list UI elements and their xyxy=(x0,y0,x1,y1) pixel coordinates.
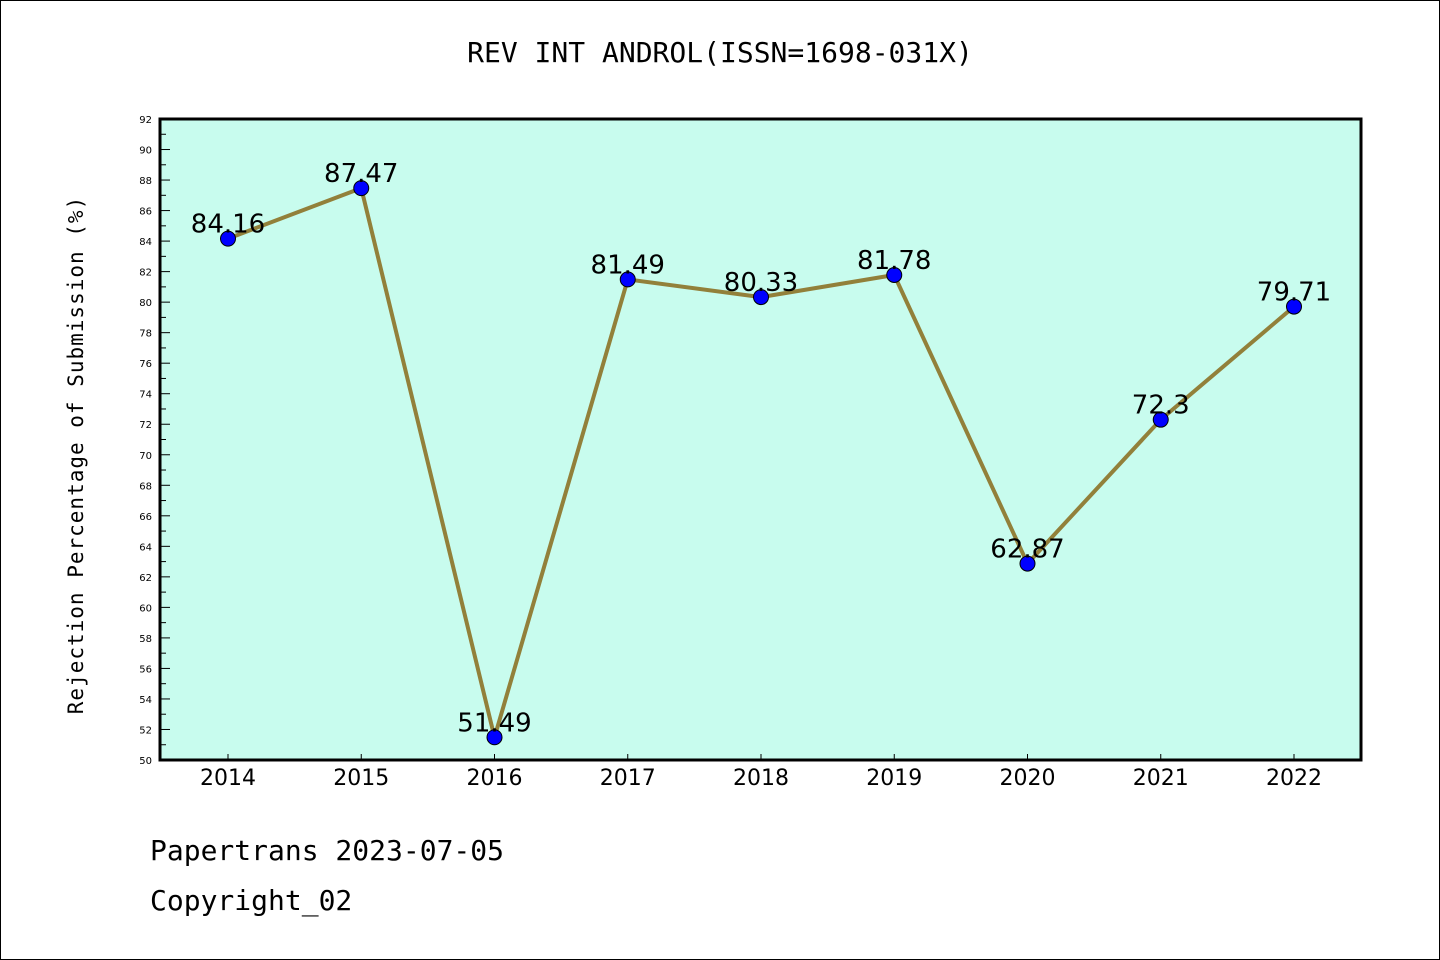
data-label: 51.49 xyxy=(457,708,531,738)
x-tick-label: 2015 xyxy=(333,766,389,791)
data-label: 81.49 xyxy=(591,250,665,280)
data-label: 80.33 xyxy=(724,268,798,298)
y-tick-label: 82 xyxy=(139,268,152,279)
chart-title: REV INT ANDROL(ISSN=1698-031X) xyxy=(467,36,973,69)
data-point xyxy=(619,271,636,288)
data-point xyxy=(886,266,903,283)
data-point xyxy=(1152,411,1169,428)
x-tick-label: 2022 xyxy=(1266,766,1322,791)
y-tick-label: 88 xyxy=(139,176,152,187)
data-label: 62.87 xyxy=(990,535,1064,565)
x-tick-label: 2017 xyxy=(600,766,656,791)
y-tick-label: 78 xyxy=(139,329,152,340)
x-axis: 2014 2015 2016 2017 2018 2019 2020 2021 2022 xyxy=(200,754,1322,791)
y-tick-label: 92 xyxy=(139,115,152,126)
y-axis: 50 52 54 56 58 60 62 64 66 68 70 72 74 76 78 80 82 84 86 88… xyxy=(139,115,170,767)
y-tick-label: 74 xyxy=(139,390,152,401)
y-tick-label: 54 xyxy=(139,695,152,706)
series-line xyxy=(220,180,1302,746)
footer-date: Papertrans 2023-07-05 xyxy=(150,834,505,867)
data-label: 81.78 xyxy=(857,246,931,276)
data-labels: 84.16 87.47 51.49 81.49 80.33 81.78 62.87 72.3 7… xyxy=(191,159,1331,738)
y-tick-label: 70 xyxy=(139,451,152,462)
y-tick-label: 64 xyxy=(139,542,152,553)
data-point xyxy=(1019,555,1036,572)
y-tick-label: 58 xyxy=(139,634,152,645)
x-tick-label: 2014 xyxy=(200,766,256,791)
plot-border xyxy=(158,117,1363,762)
y-tick-label: 52 xyxy=(139,725,152,736)
y-tick-label: 86 xyxy=(139,207,152,218)
x-tick-label: 2020 xyxy=(1000,766,1056,791)
x-tick-label: 2019 xyxy=(866,766,922,791)
data-label: 79.71 xyxy=(1257,278,1331,308)
y-tick-label: 66 xyxy=(139,512,152,523)
data-point xyxy=(220,230,236,247)
data-point xyxy=(753,289,769,306)
x-tick-label: 2021 xyxy=(1133,766,1189,791)
x-tick-label: 2016 xyxy=(467,766,523,791)
footer-copyright: Copyright_02 xyxy=(150,884,353,917)
data-point xyxy=(1286,298,1302,315)
data-point xyxy=(353,180,370,197)
y-tick-label: 80 xyxy=(139,298,152,309)
y-tick-label: 84 xyxy=(139,237,152,248)
data-point xyxy=(486,729,503,746)
data-label: 87.47 xyxy=(324,159,398,189)
y-tick-label: 90 xyxy=(139,146,152,157)
data-label: 72.3 xyxy=(1132,391,1190,421)
data-label: 84.16 xyxy=(191,210,265,240)
y-tick-label: 60 xyxy=(139,603,152,614)
y-tick-label: 68 xyxy=(139,481,152,492)
y-tick-label: 50 xyxy=(139,756,152,767)
y-tick-label: 62 xyxy=(139,573,152,584)
x-tick-label: 2018 xyxy=(733,766,789,791)
y-tick-label: 56 xyxy=(139,664,152,675)
plot-area xyxy=(160,119,1361,760)
y-tick-label: 76 xyxy=(139,359,152,370)
y-tick-label: 72 xyxy=(139,420,152,431)
